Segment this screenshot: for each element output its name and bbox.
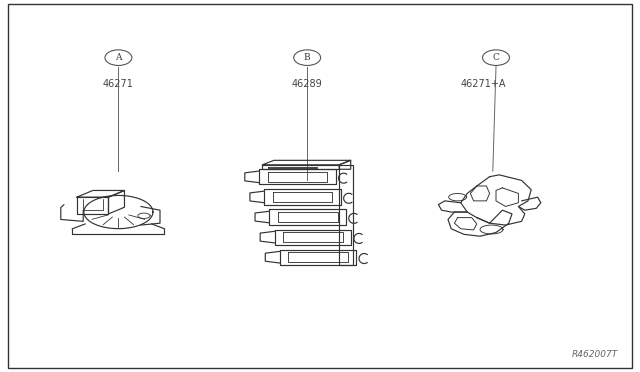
Text: A: A: [115, 53, 122, 62]
Text: B: B: [304, 53, 310, 62]
Text: 46271+A: 46271+A: [460, 79, 506, 89]
Text: 46271: 46271: [103, 79, 134, 89]
Text: R462007T: R462007T: [572, 350, 618, 359]
Text: C: C: [493, 53, 499, 62]
Text: 46289: 46289: [292, 79, 323, 89]
